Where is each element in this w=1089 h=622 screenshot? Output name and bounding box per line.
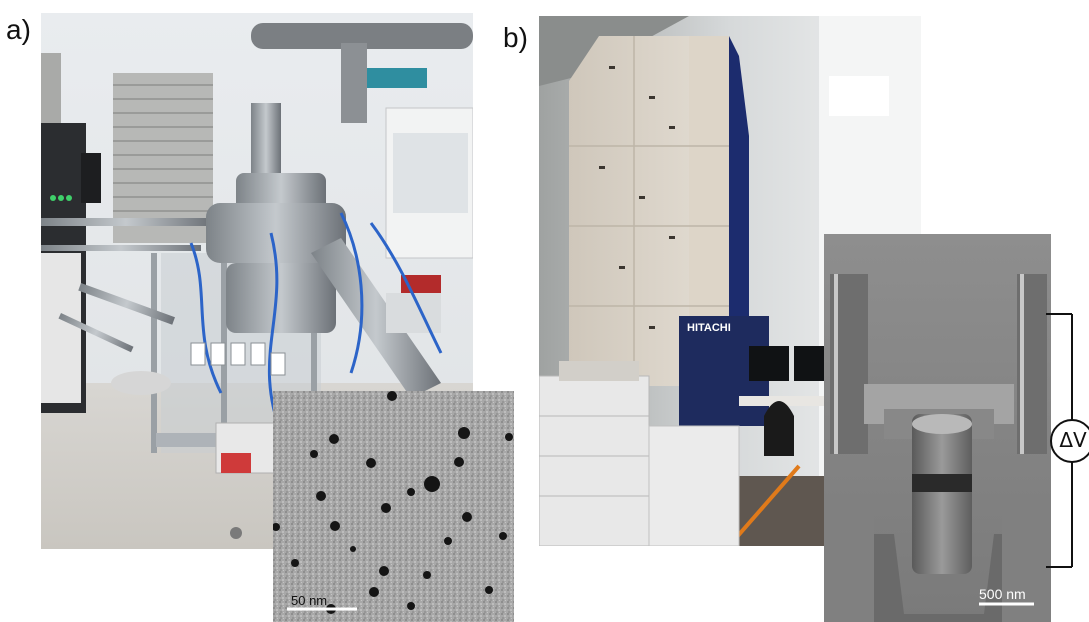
microscope-room-photo: HITACHI: [539, 16, 921, 546]
delta-v-label: ΔV: [1059, 428, 1087, 452]
tem-inset: 50 nm: [273, 391, 514, 622]
panel-a-label: a): [6, 14, 31, 45]
tem-scalebar-label: 50 nm: [291, 593, 327, 608]
panel-b-label: b): [503, 22, 528, 53]
voltage-bracket: ΔV: [1046, 312, 1089, 570]
sem-inset: 500 nm: [824, 234, 1051, 622]
hitachi-brand-text: HITACHI: [687, 322, 731, 334]
sem-scalebar-label: 500 nm: [979, 586, 1026, 602]
